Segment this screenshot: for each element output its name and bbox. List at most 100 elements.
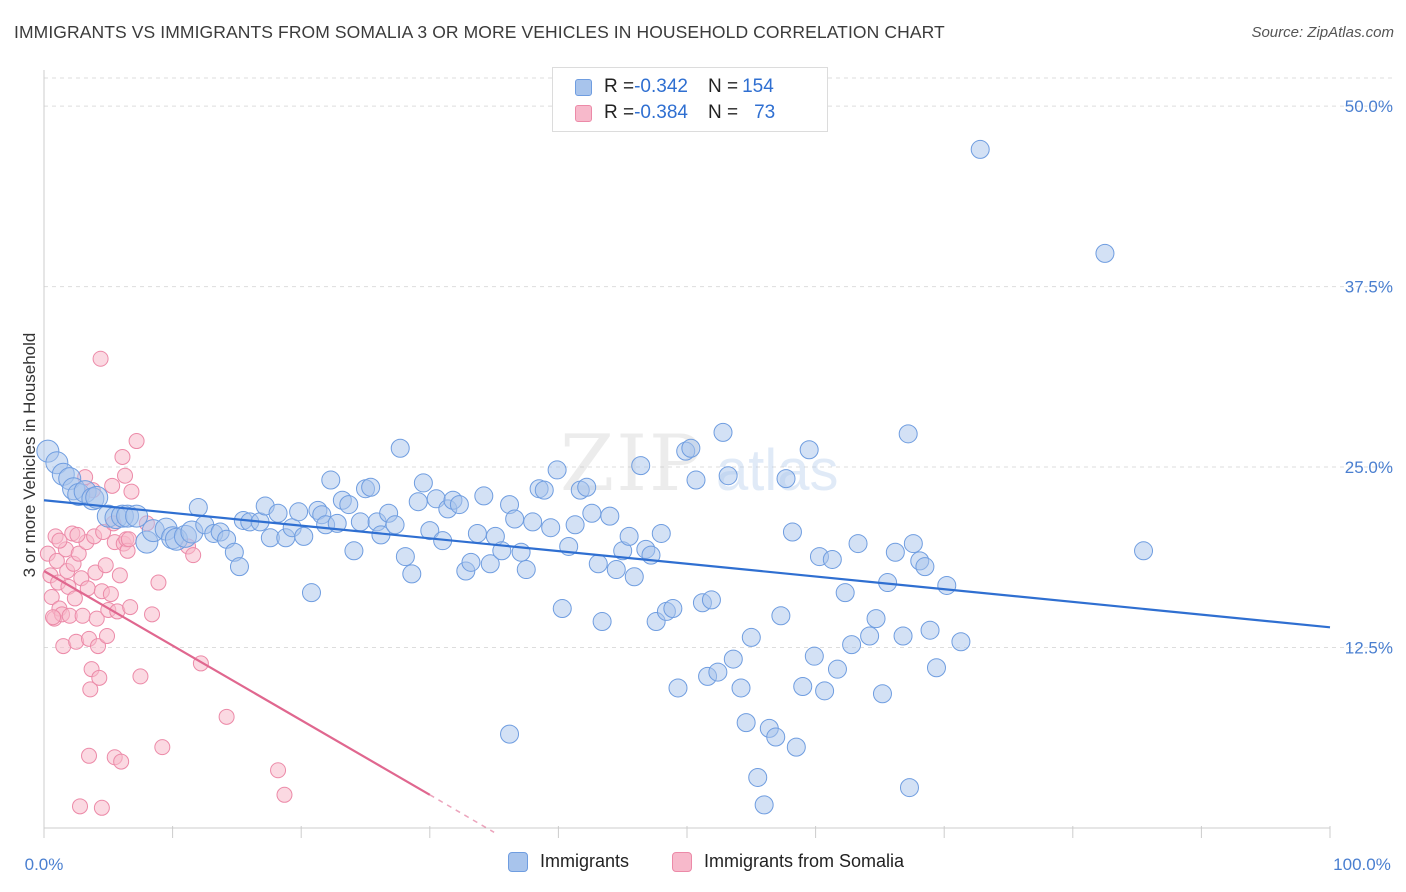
legend-n-label: N = (707, 102, 739, 123)
y-tick-label: 12.5% (1345, 639, 1393, 658)
point-immigrants (474, 486, 494, 506)
legend-item-somalia[interactable]: Immigrants from Somalia (672, 851, 904, 872)
point-somalia (102, 586, 119, 603)
point-immigrants (361, 477, 381, 497)
point-immigrants (885, 542, 905, 562)
legend-swatch-somalia (672, 851, 692, 872)
point-immigrants (786, 737, 806, 757)
legend-label-somalia: Immigrants from Somalia (704, 851, 905, 871)
tick-labels: 12.5% 25.0% 37.5% 50.0% 0.0% 100.0% (25, 97, 1393, 874)
legend-item-immigrants[interactable]: Immigrants (508, 851, 629, 872)
point-immigrants (951, 632, 971, 652)
point-somalia (122, 599, 139, 616)
point-immigrants (413, 473, 433, 493)
point-immigrants (588, 554, 608, 574)
y-tick-label: 37.5% (1345, 278, 1393, 297)
point-immigrants (582, 503, 602, 523)
point-immigrants (872, 684, 892, 704)
y-tick-label: 25.0% (1345, 458, 1393, 477)
point-immigrants (651, 523, 671, 543)
point-immigrants (663, 599, 683, 619)
point-immigrants (344, 541, 364, 561)
point-immigrants (842, 635, 862, 655)
legend-r-value: -0.342 (634, 76, 688, 97)
point-immigrants (467, 523, 487, 543)
point-immigrants (793, 677, 813, 697)
point-immigrants (920, 620, 940, 640)
point-immigrants (500, 724, 520, 744)
point-immigrants (624, 567, 644, 587)
point-immigrants (461, 552, 481, 572)
point-immigrants (771, 606, 791, 626)
point-immigrants (289, 502, 309, 522)
point-somalia (144, 606, 161, 623)
point-immigrants (534, 480, 554, 500)
point-immigrants (600, 506, 620, 526)
point-somalia (150, 574, 167, 591)
point-immigrants (385, 515, 405, 535)
point-immigrants (860, 626, 880, 646)
point-somalia (66, 590, 83, 607)
point-immigrants (799, 440, 819, 460)
stats-legend: R = -0.342 N = 154 R = -0.384 N = 73 (552, 67, 828, 132)
legend-swatch-pink (575, 104, 592, 122)
legend-r-label: R = (604, 76, 635, 97)
point-immigrants (350, 512, 370, 532)
point-immigrants (606, 560, 626, 580)
point-immigrants (708, 662, 728, 682)
point-somalia (90, 638, 107, 655)
point-immigrants (970, 139, 990, 159)
point-somalia (45, 609, 62, 626)
point-immigrants (903, 534, 923, 554)
point-somalia (128, 433, 145, 450)
point-immigrants (408, 492, 428, 512)
point-immigrants (718, 466, 738, 486)
series-somalia-points (39, 350, 293, 816)
point-immigrants (321, 470, 341, 490)
y-axis-label: 3 or more Vehicles in Household (20, 333, 39, 578)
point-immigrants (85, 485, 109, 509)
point-immigrants (815, 681, 835, 701)
point-somalia (270, 762, 287, 779)
point-immigrants (804, 646, 824, 666)
point-immigrants (776, 469, 796, 489)
point-somalia (113, 753, 130, 770)
point-immigrants (420, 521, 440, 541)
point-immigrants (827, 659, 847, 679)
point-immigrants (866, 609, 886, 629)
chart-title: IMMIGRANTS VS IMMIGRANTS FROM SOMALIA 3 … (14, 22, 945, 42)
point-immigrants (480, 554, 500, 574)
point-immigrants (893, 626, 913, 646)
point-somalia (74, 607, 91, 624)
point-somalia (92, 350, 109, 367)
point-somalia (93, 799, 110, 816)
legend-swatch-blue (575, 78, 592, 96)
point-immigrants (592, 612, 612, 632)
point-immigrants (449, 495, 469, 515)
x-tick-label: 100.0% (1333, 855, 1391, 874)
y-tick-label: 50.0% (1345, 97, 1393, 116)
point-somalia (154, 739, 171, 756)
point-somalia (185, 547, 202, 564)
point-immigrants (339, 495, 359, 515)
trendline-immigrants (43, 499, 1331, 629)
point-immigrants (741, 627, 761, 647)
point-somalia (132, 668, 149, 685)
point-immigrants (713, 422, 733, 442)
point-immigrants (701, 590, 721, 610)
point-somalia (123, 483, 140, 500)
point-immigrants (1095, 243, 1115, 263)
point-immigrants (547, 460, 567, 480)
legend-n-label: N = (707, 76, 739, 97)
legend-label-immigrants: Immigrants (540, 851, 630, 871)
point-immigrants (619, 526, 639, 546)
point-immigrants (766, 727, 786, 747)
point-somalia (117, 467, 134, 484)
point-immigrants (898, 424, 918, 444)
point-somalia (88, 610, 105, 627)
point-somalia (104, 477, 121, 494)
point-immigrants (268, 503, 288, 523)
point-somalia (72, 798, 89, 815)
point-immigrants (1134, 541, 1154, 561)
